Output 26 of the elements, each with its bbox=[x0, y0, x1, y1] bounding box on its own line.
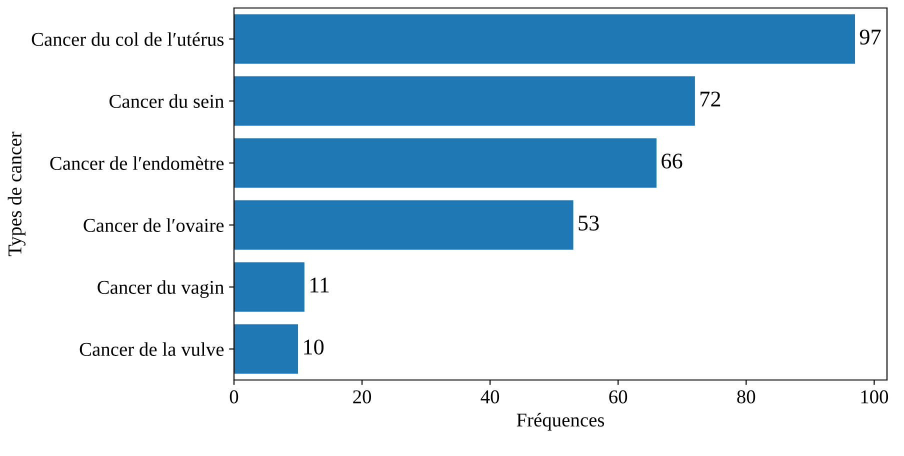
data-label: 10 bbox=[304, 340, 324, 355]
y-axis-title: Types de cancer bbox=[8, 132, 26, 256]
data-label: 66 bbox=[662, 154, 682, 169]
bar bbox=[234, 324, 298, 374]
bar bbox=[234, 14, 855, 64]
bar bbox=[234, 262, 304, 312]
x-tick-label: 60 bbox=[609, 390, 628, 404]
data-label: 53 bbox=[578, 216, 599, 231]
y-tick-label: Cancer de l′endomètre bbox=[50, 156, 224, 170]
bar bbox=[234, 200, 574, 250]
x-tick-label: 100 bbox=[861, 390, 888, 404]
x-tick-label: 20 bbox=[353, 390, 372, 404]
y-tick-label: Cancer de l′ovaire bbox=[84, 218, 224, 232]
x-axis-title: Fréquences bbox=[516, 412, 604, 431]
x-tick-label: 0 bbox=[230, 390, 238, 404]
data-label: 72 bbox=[700, 92, 720, 106]
x-tick-label: 80 bbox=[737, 390, 756, 404]
y-tick-label: Cancer du col de l′utérus bbox=[32, 32, 224, 46]
bar bbox=[234, 138, 657, 188]
x-tick-label: 40 bbox=[480, 390, 500, 404]
y-tick-label: Cancer du vagin bbox=[98, 280, 224, 298]
y-tick-label: Cancer de la vulve bbox=[80, 342, 224, 356]
data-label: 11 bbox=[310, 278, 329, 292]
y-tick-label: Cancer du sein bbox=[110, 94, 224, 108]
bar bbox=[234, 76, 695, 126]
data-label: 97 bbox=[860, 30, 881, 45]
